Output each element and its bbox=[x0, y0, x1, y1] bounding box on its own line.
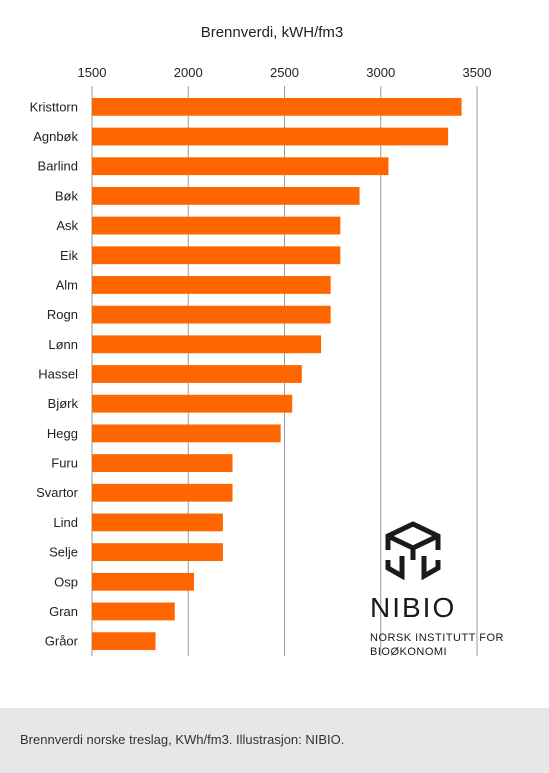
caption-text: Brennverdi norske treslag, KWh/fm3. Illu… bbox=[20, 732, 345, 747]
bar-Gråor bbox=[92, 632, 156, 651]
bar-Alm bbox=[92, 276, 331, 294]
bar-Gran bbox=[92, 602, 175, 621]
logo-name: NIBIO bbox=[370, 592, 457, 623]
bar-Furu bbox=[92, 454, 233, 472]
bar-Lønn bbox=[92, 335, 322, 354]
nibio-logo: NIBIO NORSK INSTITUTT FOR BIOØKONOMI bbox=[370, 520, 520, 660]
nibio-mark-icon bbox=[385, 521, 441, 580]
bar-Hegg bbox=[92, 424, 281, 443]
category-label: Ask bbox=[56, 218, 78, 233]
category-label: Lønn bbox=[48, 337, 78, 352]
logo-subtitle-line1: NORSK INSTITUTT FOR bbox=[370, 632, 504, 644]
category-label: Lind bbox=[53, 515, 78, 530]
chart-figure: Brennverdi, kWH/fm3 1500 2000 2500 3000 3500… bbox=[30, 24, 520, 660]
bar-Rogn bbox=[92, 305, 331, 324]
bar-Agnbøk bbox=[92, 127, 449, 146]
category-label: Agnbøk bbox=[33, 129, 78, 144]
category-label: Osp bbox=[54, 574, 78, 589]
category-label: Bøk bbox=[55, 188, 79, 203]
category-label: Gråor bbox=[45, 634, 79, 649]
category-label: Svartor bbox=[36, 485, 79, 500]
category-label: Kristtorn bbox=[30, 99, 78, 114]
bar-Svartor bbox=[92, 483, 233, 502]
category-label: Selje bbox=[49, 545, 78, 560]
category-label: Bjørk bbox=[48, 396, 79, 411]
bar-chart: Brennverdi, kWH/fm3 1500 2000 2500 3000 3500… bbox=[30, 24, 492, 656]
bar-Eik bbox=[92, 246, 341, 265]
x-tick-label: 2000 bbox=[174, 65, 203, 80]
category-label: Alm bbox=[56, 277, 78, 292]
bars bbox=[92, 97, 462, 651]
category-label: Gran bbox=[49, 604, 78, 619]
category-label: Hassel bbox=[38, 367, 78, 382]
bar-Kristtorn bbox=[92, 97, 462, 116]
category-label: Hegg bbox=[47, 426, 78, 441]
category-label: Eik bbox=[60, 248, 79, 263]
bar-Hassel bbox=[92, 365, 302, 383]
chart-title: Brennverdi, kWH/fm3 bbox=[201, 24, 344, 41]
bar-Selje bbox=[92, 543, 223, 562]
bar-Bjørk bbox=[92, 394, 293, 413]
x-tick-label: 1500 bbox=[78, 65, 107, 80]
logo-subtitle-line2: BIOØKONOMI bbox=[370, 646, 448, 658]
category-label: Rogn bbox=[47, 307, 78, 322]
x-tick-label: 3500 bbox=[463, 65, 492, 80]
caption-bar: Brennverdi norske treslag, KWh/fm3. Illu… bbox=[0, 708, 549, 773]
bar-Lind bbox=[92, 513, 223, 532]
bar-Barlind bbox=[92, 157, 389, 176]
x-tick-label: 3000 bbox=[366, 65, 395, 80]
bar-Bøk bbox=[92, 186, 360, 205]
category-labels: Kristtorn Agnbøk Barlind Bøk Ask Eik Alm Rogn Lø… bbox=[30, 99, 79, 648]
bar-Ask bbox=[92, 216, 341, 235]
bar-Osp bbox=[92, 572, 195, 591]
x-tick-label: 2500 bbox=[270, 65, 299, 80]
category-label: Barlind bbox=[38, 159, 78, 174]
category-label: Furu bbox=[51, 456, 78, 471]
x-axis-ticks: 1500 2000 2500 3000 3500 bbox=[78, 65, 492, 80]
